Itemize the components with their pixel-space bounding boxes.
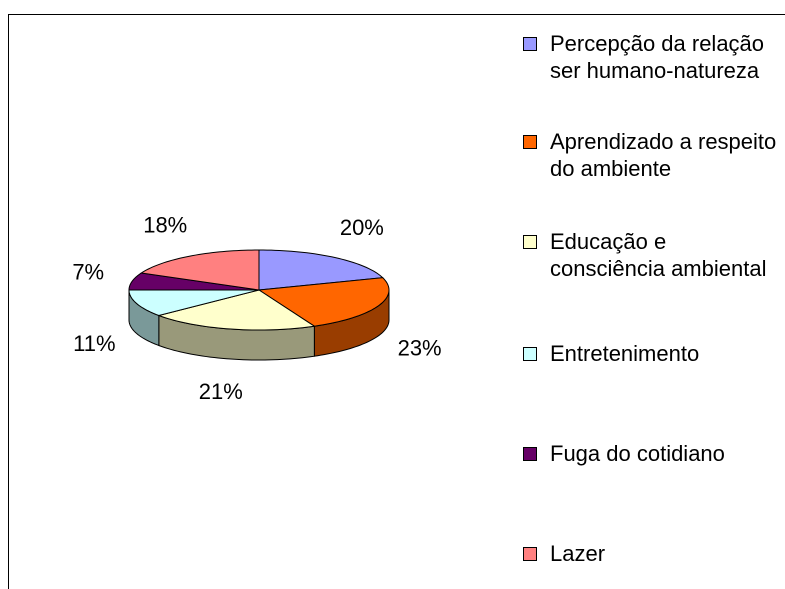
data-label: 18% — [143, 212, 187, 237]
data-label: 11% — [73, 331, 115, 356]
chart-frame — [8, 14, 785, 589]
legend-item: Fuga do cotidiano — [523, 440, 783, 467]
legend-swatch — [523, 135, 537, 149]
legend-label: Educação e consciência ambiental — [550, 229, 767, 281]
legend-item: Lazer — [523, 540, 783, 567]
legend-item: Entretenimento — [523, 340, 783, 367]
legend-swatch — [523, 235, 537, 249]
legend-swatch — [523, 547, 537, 561]
pie-slice — [139, 249, 260, 291]
legend-label: Lazer — [550, 541, 606, 566]
legend-label: Aprendizado a respeito do ambiente — [550, 129, 777, 181]
legend-label: Percepção da relação ser humano-natureza — [550, 31, 765, 83]
legend-item: Percepção da relação ser humano-natureza — [523, 30, 783, 84]
legend-item: Aprendizado a respeito do ambiente — [523, 128, 783, 182]
pie-slice — [258, 249, 384, 291]
data-label: 23% — [398, 336, 442, 361]
legend-label: Fuga do cotidiano — [550, 441, 725, 466]
pie-slice — [157, 289, 316, 331]
legend-label: Entretenimento — [550, 341, 700, 366]
pie-slice — [257, 277, 390, 327]
data-label: 20% — [340, 215, 384, 240]
legend-item: Educação e consciência ambiental — [523, 228, 783, 282]
legend-swatch — [523, 447, 537, 461]
data-label: 7% — [72, 259, 104, 284]
legend-swatch — [523, 347, 537, 361]
data-label: 21% — [199, 379, 243, 404]
legend-swatch — [523, 37, 537, 51]
pie-slice — [128, 289, 260, 317]
